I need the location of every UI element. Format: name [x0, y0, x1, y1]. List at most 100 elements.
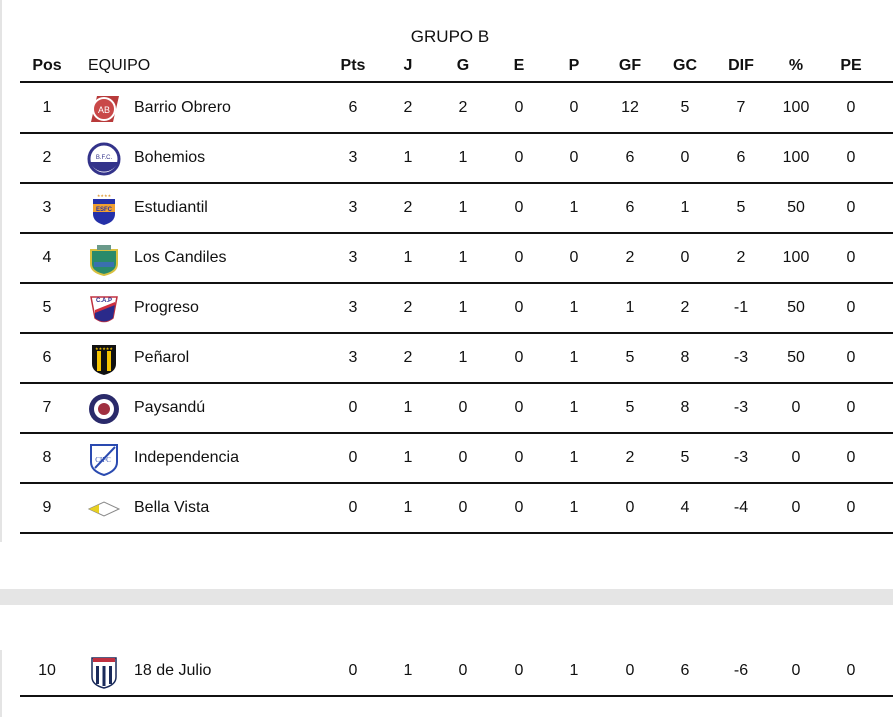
stat-gc: 5: [680, 99, 690, 116]
table-row[interactable]: 7 Paysandú 0 1 0 0 1 5 8 -3 0 0: [20, 384, 893, 434]
stat-j: 1: [403, 149, 413, 166]
estudiantil-crest-icon: ESFC ★★★★: [87, 192, 121, 226]
stat-pts: 3: [348, 199, 358, 216]
stat-pe: 0: [846, 199, 856, 216]
table-row[interactable]: 10 18 de Julio 0 1 0 0 1 0 6 -6 0 0: [20, 647, 893, 697]
penarol-crest-icon: ★★★★★: [87, 342, 121, 376]
table-row[interactable]: 6 ★★★★★ Peñarol 3 2 1 0 1 5 8 -3 50 0: [20, 334, 893, 384]
table-row[interactable]: 8 CIFC Independencia 0 1 0 0 1 2 5 -3 0 0: [20, 434, 893, 484]
stat-g: 1: [458, 349, 468, 366]
stat-pe: 0: [846, 99, 856, 116]
stat-pct: 100: [782, 149, 810, 166]
table-row[interactable]: 4 Los Candiles 3 1 1 0 0 2 0 2 100 0: [20, 234, 893, 284]
svg-text:B.F.C.: B.F.C.: [96, 155, 113, 161]
table-row[interactable]: 2 B.F.C. Bohemios 3 1 1 0 0 6 0 6 100 0: [20, 134, 893, 184]
stat-pe: 0: [846, 449, 856, 466]
stat-p: 1: [569, 399, 579, 416]
stat-pct: 0: [791, 662, 801, 679]
header-pct: %: [788, 57, 804, 74]
stat-j: 1: [403, 499, 413, 516]
position: 10: [38, 662, 56, 679]
stat-dif: -3: [733, 449, 749, 466]
svg-text:AB: AB: [98, 105, 110, 115]
stat-dif: 2: [736, 249, 746, 266]
stat-gf: 6: [625, 149, 635, 166]
stat-gf: 12: [621, 99, 639, 116]
stat-p: 1: [569, 662, 579, 679]
stat-j: 2: [403, 349, 413, 366]
stat-gc: 4: [680, 499, 690, 516]
stat-pct: 50: [787, 349, 805, 366]
stat-gf: 1: [625, 299, 635, 316]
stat-g: 1: [458, 299, 468, 316]
team-name[interactable]: Independencia: [134, 449, 239, 466]
stat-gc: 5: [680, 449, 690, 466]
bohemios-crest-icon: B.F.C.: [87, 142, 121, 176]
stat-pct: 50: [787, 199, 805, 216]
stat-pe: 0: [846, 299, 856, 316]
stat-pts: 3: [348, 249, 358, 266]
stat-dif: -3: [733, 399, 749, 416]
stat-gc: 8: [680, 349, 690, 366]
stat-gf: 0: [625, 499, 635, 516]
stat-gf: 0: [625, 662, 635, 679]
position: 3: [42, 199, 52, 216]
position: 6: [42, 349, 52, 366]
stat-j: 2: [403, 99, 413, 116]
stat-e: 0: [514, 149, 524, 166]
header-dif: DIF: [728, 57, 754, 74]
team-name[interactable]: Paysandú: [134, 399, 206, 416]
team-name[interactable]: Bella Vista: [134, 499, 210, 516]
position: 4: [42, 249, 52, 266]
team-name[interactable]: Peñarol: [134, 349, 190, 366]
stat-p: 1: [569, 299, 579, 316]
table-row[interactable]: 5 C.A.P Progreso 3 2 1 0 1 1 2 -1 50 0: [20, 284, 893, 334]
progreso-crest-icon: C.A.P: [87, 292, 121, 326]
stat-g: 0: [458, 499, 468, 516]
stat-pts: 0: [348, 499, 358, 516]
section-divider: [0, 589, 893, 605]
table-header: Pos EQUIPO Pts J G E P GF GC DIF % PE: [20, 57, 893, 83]
stat-pct: 100: [782, 249, 810, 266]
stat-e: 0: [514, 99, 524, 116]
stat-gf: 5: [625, 399, 635, 416]
header-pe: PE: [840, 57, 862, 74]
team-name[interactable]: Barrio Obrero: [134, 99, 231, 116]
team-name[interactable]: Bohemios: [134, 149, 206, 166]
stat-pct: 100: [782, 99, 810, 116]
stat-pct: 0: [791, 499, 801, 516]
table-row[interactable]: 1 AB Barrio Obrero 6 2 2 0 0 12 5 7 100 0: [20, 84, 893, 134]
stat-gf: 2: [625, 249, 635, 266]
team-name[interactable]: Los Candiles: [134, 249, 227, 266]
team-name[interactable]: Estudiantil: [134, 199, 208, 216]
stat-dif: -6: [733, 662, 749, 679]
stat-e: 0: [514, 662, 524, 679]
stat-pts: 3: [348, 299, 358, 316]
stat-g: 1: [458, 249, 468, 266]
stat-pts: 6: [348, 99, 358, 116]
stat-gc: 1: [680, 199, 690, 216]
paysandu-crest-icon: [87, 392, 121, 426]
svg-text:CIFC: CIFC: [95, 456, 111, 464]
table-row[interactable]: 9 Bella Vista 0 1 0 0 1 0 4 -4 0 0: [20, 484, 893, 534]
stat-e: 0: [514, 499, 524, 516]
stat-p: 0: [569, 149, 579, 166]
team-name[interactable]: Progreso: [134, 299, 199, 316]
stat-pe: 0: [846, 249, 856, 266]
header-team: EQUIPO: [88, 57, 151, 74]
table-row[interactable]: 3 ESFC ★★★★ Estudiantil 3 2 1 0 1 6 1 5 50 0: [20, 184, 893, 234]
position: 1: [42, 99, 52, 116]
stat-pts: 3: [348, 349, 358, 366]
stat-e: 0: [514, 449, 524, 466]
stat-e: 0: [514, 349, 524, 366]
stat-gf: 5: [625, 349, 635, 366]
position: 7: [42, 399, 52, 416]
stat-pts: 3: [348, 149, 358, 166]
team-name[interactable]: 18 de Julio: [134, 662, 212, 679]
position: 5: [42, 299, 52, 316]
left-border: [0, 650, 2, 717]
stat-g: 0: [458, 399, 468, 416]
stat-gc: 0: [680, 249, 690, 266]
header-gc: GC: [673, 57, 697, 74]
header-e: E: [513, 57, 525, 74]
